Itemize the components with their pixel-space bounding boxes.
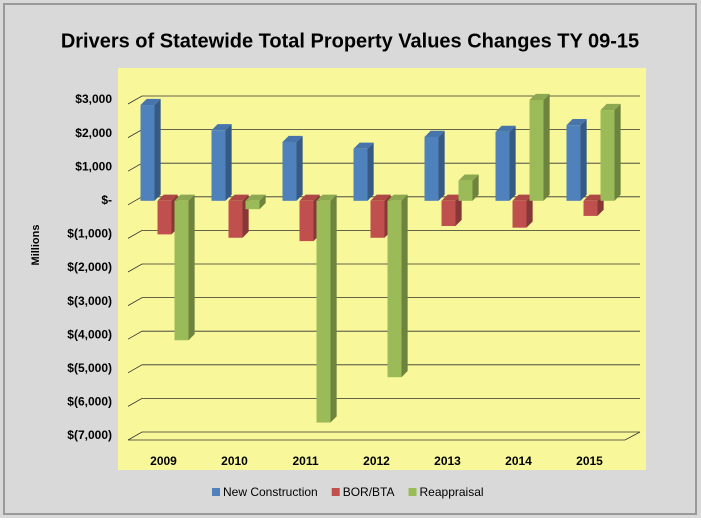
x-tick-label: 2013 xyxy=(434,454,461,468)
bar-top xyxy=(600,103,621,111)
bar xyxy=(441,200,456,226)
bar xyxy=(495,131,510,201)
y-tick-label: $2,000 xyxy=(75,126,112,140)
y-tick-label: $(4,000) xyxy=(67,327,112,341)
bar-top xyxy=(282,135,303,142)
bar-side xyxy=(367,142,374,201)
bar-top xyxy=(174,194,195,201)
bar-side xyxy=(614,103,621,201)
legend-swatch xyxy=(212,488,220,496)
bar-side xyxy=(543,93,550,201)
y-tick-label: $(2,000) xyxy=(67,260,112,274)
bar xyxy=(245,200,260,210)
bar xyxy=(566,125,581,201)
y-tick-label: $(7,000) xyxy=(67,428,112,442)
y-tick-label: $(5,000) xyxy=(67,361,112,375)
floor-edge xyxy=(128,431,641,441)
bar-top xyxy=(529,93,550,100)
legend-label: New Construction xyxy=(223,485,318,499)
bar xyxy=(370,200,385,238)
bar-side xyxy=(580,119,587,201)
y-tick-label: $- xyxy=(101,193,112,207)
grid-line xyxy=(127,330,640,340)
bar-top xyxy=(512,194,533,201)
bar-side xyxy=(330,194,337,423)
bar-top xyxy=(299,194,320,201)
y-tick-label: $3,000 xyxy=(75,92,112,106)
bar xyxy=(174,200,189,341)
y-axis-label: Millions xyxy=(30,225,42,266)
bar-side xyxy=(472,174,479,201)
x-tick-label: 2009 xyxy=(150,454,177,468)
bar-side xyxy=(438,130,445,201)
bar-top xyxy=(157,194,178,201)
chart-title: Drivers of Statewide Total Property Valu… xyxy=(61,30,639,52)
bar-top xyxy=(370,194,391,201)
grid-line xyxy=(127,431,640,441)
x-tick-label: 2012 xyxy=(363,454,390,468)
bar-side xyxy=(526,194,533,228)
grid-line xyxy=(127,364,640,374)
bar-side xyxy=(154,98,161,201)
bar-top xyxy=(316,194,337,201)
bar xyxy=(583,200,598,216)
grid-line xyxy=(127,263,640,273)
bar xyxy=(316,200,331,423)
bar-top xyxy=(228,194,249,201)
bar-side xyxy=(259,194,266,210)
legend-label: BOR/BTA xyxy=(343,485,395,499)
y-tick-label: $(6,000) xyxy=(67,395,112,409)
bar xyxy=(282,142,297,201)
bar xyxy=(512,200,527,228)
bar-top xyxy=(140,98,161,106)
bar-side xyxy=(188,194,195,341)
bar-top xyxy=(458,174,479,181)
bar xyxy=(458,180,473,201)
bar-top xyxy=(583,194,604,201)
y-tick-label: $(3,000) xyxy=(67,294,112,308)
bar xyxy=(228,200,243,238)
x-tick-label: 2015 xyxy=(576,454,603,468)
bar xyxy=(424,136,439,201)
bar-side xyxy=(225,124,232,201)
y-tick-label: $1,000 xyxy=(75,159,112,173)
bar xyxy=(353,148,368,201)
legend-swatch xyxy=(331,488,340,496)
bar-top xyxy=(441,194,462,201)
bar-top xyxy=(424,130,445,137)
legend-label: Reappraisal xyxy=(420,485,484,499)
x-tick-label: 2010 xyxy=(221,454,248,468)
x-tick-label: 2011 xyxy=(292,454,318,468)
y-tick-label: $(1,000) xyxy=(67,227,112,241)
bar xyxy=(600,110,615,201)
bar xyxy=(529,100,544,201)
plot-area xyxy=(118,68,646,470)
bar-side xyxy=(509,125,516,201)
grid-line xyxy=(127,297,640,306)
grid-line xyxy=(127,95,640,105)
bar-top xyxy=(566,119,587,126)
bar xyxy=(157,200,172,235)
bar-top xyxy=(353,142,374,149)
bar-top xyxy=(211,124,232,131)
bar xyxy=(140,105,155,201)
bar-top xyxy=(495,125,516,132)
bar-side xyxy=(296,135,303,201)
bar xyxy=(211,130,226,201)
bar-top xyxy=(387,194,408,201)
x-tick-label: 2014 xyxy=(505,454,532,468)
bar xyxy=(299,200,314,242)
grid-line xyxy=(127,397,640,407)
bar-side xyxy=(401,194,408,378)
bar xyxy=(387,200,402,378)
chart-border xyxy=(3,3,697,515)
legend-swatch xyxy=(408,488,417,496)
grid-line xyxy=(127,229,640,239)
bar-side xyxy=(455,194,462,226)
bar-top xyxy=(245,194,266,201)
